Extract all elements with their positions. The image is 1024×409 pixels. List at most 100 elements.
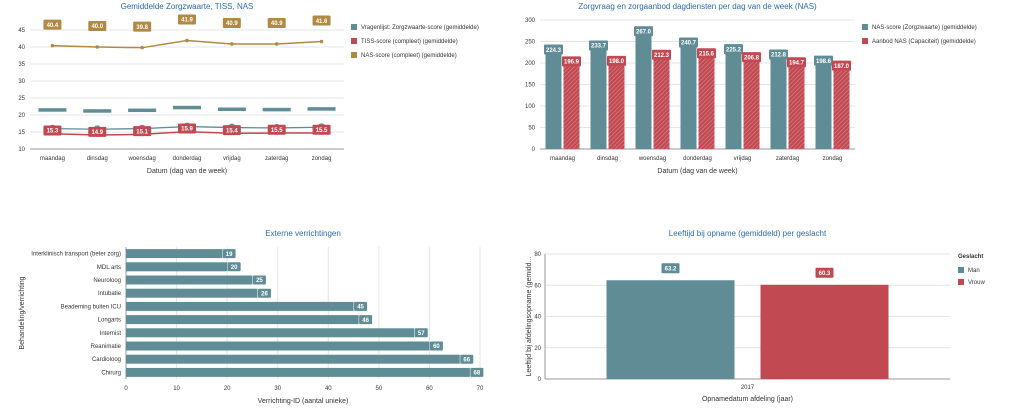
nas-zorgzwaarte-bar [635,34,652,149]
chart-title: Zorgvraag en zorgaanbod dagdiensten per … [578,2,817,11]
legend-swatch [862,24,868,30]
y-tick-label: 50 [528,126,535,132]
legend-label: TISS-score (compleet) (gemiddelde) [361,39,458,45]
y-tick-label: Chirurg [101,370,121,376]
procedure-value-label: 66 [463,357,470,363]
tiss-value-label-box [133,126,152,137]
nas-zorgzwaarte-value-label: 225.2 [726,47,742,53]
zorgzwaarte-band [83,109,112,113]
tiss-value-label-box [178,123,196,134]
nas-point [230,42,234,46]
x-axis-title: Verrichting-ID (aantal unieke) [258,398,349,405]
chart-nas-demand-supply: Zorgvraag en zorgaanbod dagdiensten per … [525,2,977,175]
tiss-value-label-box [43,125,62,136]
procedure-value-label: 25 [256,278,263,284]
nas-zorgzwaarte-value-label: 224.3 [546,48,562,54]
x-axis-title: Datum (dag van de week) [657,168,737,175]
procedure-value-label: 19 [226,252,233,258]
procedure-bar [126,262,228,272]
x-tick-label: zaterdag [265,156,288,162]
y-tick-label: 100 [525,104,536,110]
tiss-value-label: 15.9 [181,127,193,133]
man-value-label: 63.2 [665,266,677,272]
legend-label: Man [968,268,980,274]
legend-swatch [862,38,868,44]
nas-point [274,42,279,46]
procedure-value-label: 60 [433,344,440,350]
y-tick-label: Neuroloog [93,278,121,284]
zorgzwaarte-band [307,107,336,111]
nas-zorgzwaarte-bar [815,63,832,149]
legend-swatch [958,279,964,285]
y-tick-label: 25 [18,96,25,102]
x-tick-label: dinsdag [87,156,108,162]
aanbod-nas-bar [608,63,625,149]
y-tick-label: 80 [534,252,541,258]
nas-zorgzwaarte-bar [680,45,697,149]
chart-age-by-gender: Leeftijd bij opname (gemiddeld) per gesl… [526,229,985,403]
legend-swatch [958,267,964,273]
aanbod-nas-value-label-box [787,57,806,68]
y-tick-label: 45 [18,28,25,34]
chart-title: Externe verrichtingen [265,229,341,238]
tiss-value-label: 15.1 [136,129,148,135]
y-tick-label: Beademing buiten ICU [61,304,121,310]
legend-swatch [351,38,357,44]
aanbod-nas-value-label: 215.6 [699,51,715,57]
procedure-value-label-box [222,249,236,259]
aanbod-nas-value-label-box [562,56,581,67]
y-tick-label: 15 [18,130,25,136]
tiss-value-label: 15.5 [316,128,328,134]
nas-zorgzwaarte-value-label-box [679,37,698,48]
x-tick-label: 10 [173,386,180,392]
tiss-value-label: 14.9 [91,130,103,136]
chart-title: Leeftijd bij opname (gemiddeld) per gesl… [669,229,827,238]
y-tick-label: 150 [525,83,536,89]
vrouw-value-label: 60.3 [819,271,831,277]
zorgzwaarte-band [128,108,157,113]
zorgzwaarte-band [38,108,67,112]
nas-zorgzwaarte-bar [545,52,562,150]
nas-zorgzwaarte-value-label-box [634,26,653,37]
x-tick-label: vrijdag [734,156,752,162]
x-axis-title: Opnamedatum afdeling (jaar) [702,396,793,403]
legend-label: Vrouw [968,280,985,286]
x-tick-label: donderdag [683,156,712,162]
aanbod-nas-value-label: 194.7 [789,60,805,66]
procedure-bar [126,341,430,351]
x-tick-label: 0 [124,386,128,392]
tiss-value-label-box [267,124,286,135]
nas-value-label: 40.0 [91,24,103,30]
y-tick-label: 0 [538,377,542,383]
aanbod-nas-bar [563,64,580,149]
nas-value-label: 39.8 [136,25,148,31]
nas-zorgzwaarte-bar [725,52,742,149]
man-value-label-box [661,263,680,274]
procedure-bar [126,367,470,377]
nas-zorgzwaarte-value-label: 240.7 [681,41,697,47]
y-tick-label: 20 [18,113,25,119]
aanbod-nas-value-label-box [652,49,671,60]
nas-value-label-box [312,15,331,26]
y-tick-label: Longarts [98,318,121,324]
aanbod-nas-value-label: 198.0 [609,59,625,65]
chart-title: Gemiddelde Zorgzwaarte, TISS, NAS [121,2,254,11]
man-bar [606,280,735,379]
nas-zorgzwaarte-value-label: 267.0 [636,29,652,35]
nas-value-label-box [267,17,286,28]
procedure-value-label: 45 [357,305,364,311]
procedure-value-label: 46 [362,318,369,324]
nas-value-label: 40.9 [226,21,238,27]
procedure-value-label-box [257,288,271,298]
x-tick-label: maandag [40,156,65,162]
x-tick-label: woensdag [638,156,666,162]
nas-value-label-box [88,21,107,31]
procedure-value-label-box [359,315,373,325]
procedure-value-label: 20 [231,265,238,271]
nas-zorgzwaarte-value-label-box [724,44,743,55]
x-tick-label: 70 [477,386,484,392]
y-tick-label: 30 [18,79,25,85]
aanbod-nas-value-label-box [742,52,761,63]
y-tick-label: 10 [18,147,25,153]
